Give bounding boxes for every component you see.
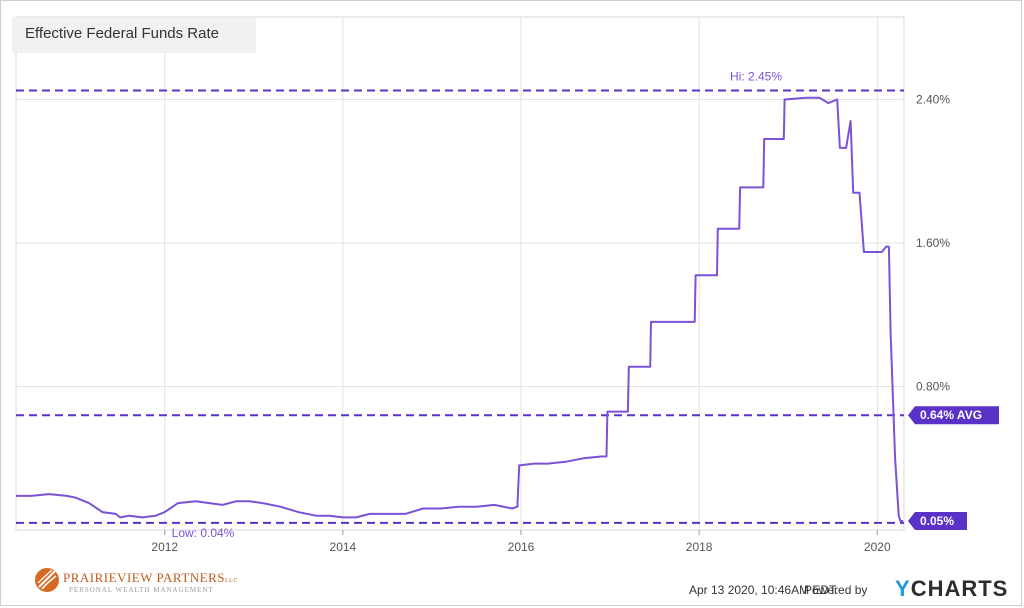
- chart-title: Effective Federal Funds Rate: [25, 25, 219, 42]
- prairieview-logo: PRAIRIEVIEW PARTNERSLLC PERSONAL WEALTH …: [33, 565, 237, 601]
- x-tick-label: 2016: [508, 540, 535, 554]
- logo-name: PRAIRIEVIEW PARTNERSLLC: [63, 570, 238, 585]
- plot-area: [15, 16, 905, 531]
- y-tick-label: 1.60%: [916, 236, 950, 250]
- high-annotation: Hi: 2.45%: [730, 70, 782, 84]
- average-tag: 0.64% AVG: [920, 408, 982, 422]
- series-line: [16, 96, 904, 522]
- x-tick-label: 2014: [330, 540, 357, 554]
- average-tag-bg: [908, 406, 999, 425]
- x-tick-label: 2012: [151, 540, 178, 554]
- y-tick-label: 2.40%: [916, 93, 950, 107]
- x-tick-label: 2018: [686, 540, 713, 554]
- footer-powered-by: Powered by: [804, 583, 868, 597]
- x-tick-label: 2020: [864, 540, 891, 554]
- last-value-tag-bg: [908, 512, 967, 531]
- chart-title-box: Effective Federal Funds Rate: [12, 17, 256, 53]
- y-tick-label: 0.80%: [916, 380, 950, 394]
- logo-mark-icon: [35, 568, 59, 592]
- footer-timestamp: Apr 13 2020, 10:46AM EDT.: [689, 583, 839, 597]
- last-value-tag: 0.05%: [920, 514, 954, 528]
- ycharts-logo: YCHARTS: [895, 576, 1009, 601]
- low-annotation: Low: 0.04%: [172, 526, 235, 540]
- logo-tagline: PERSONAL WEALTH MANAGEMENT: [69, 586, 214, 594]
